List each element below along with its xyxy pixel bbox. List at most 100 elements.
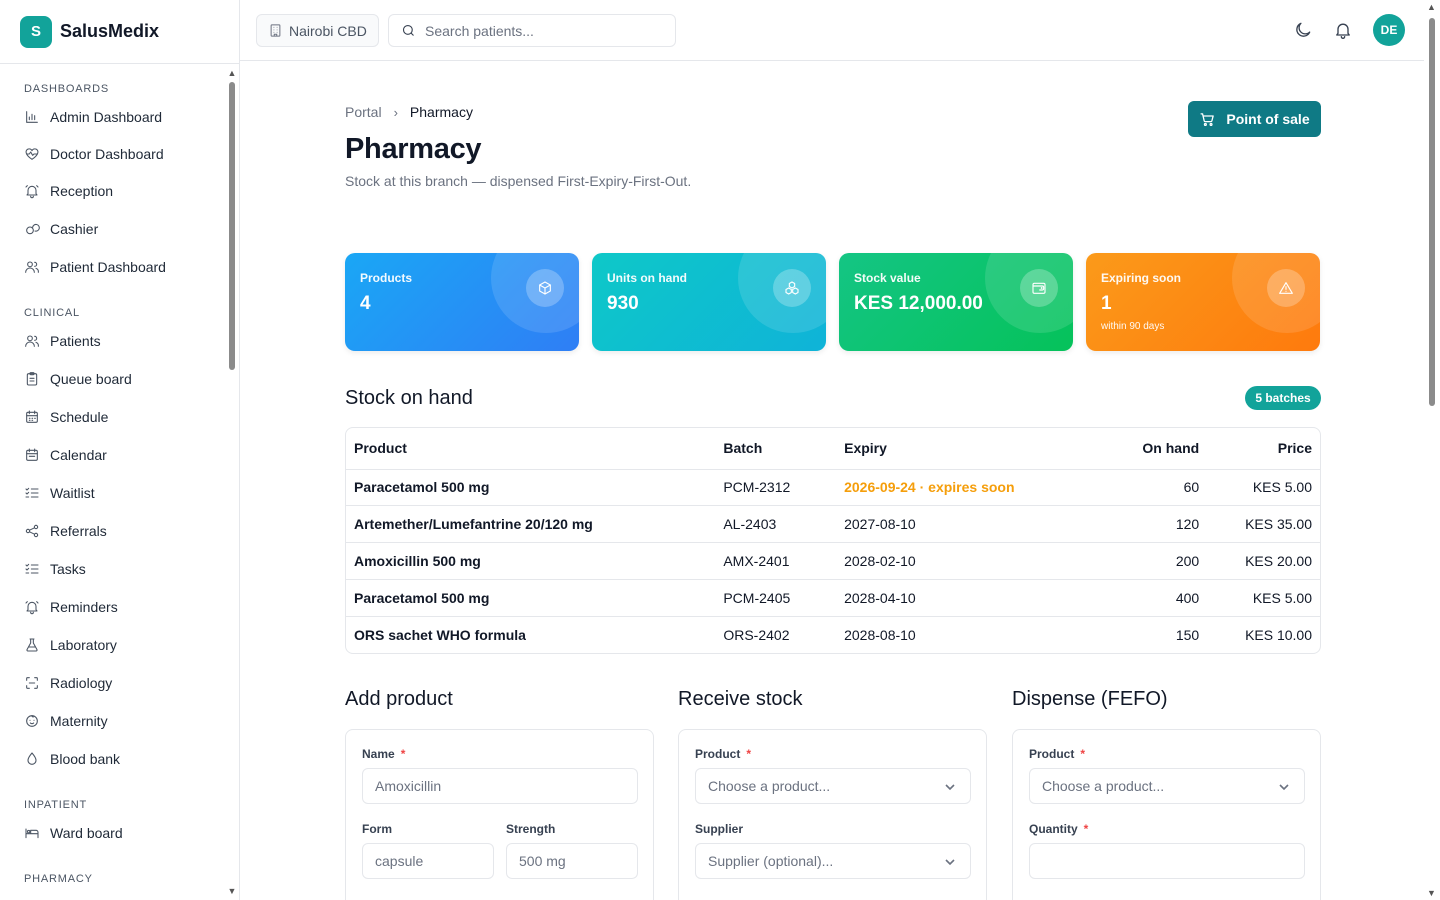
supplier-label: Supplier (695, 822, 744, 836)
brand-name: SalusMedix (60, 21, 160, 41)
cell-expiry: 2028-08-10 (844, 626, 916, 643)
sidebar-item-referrals[interactable]: Referrals (0, 512, 228, 550)
user-avatar[interactable]: DE (1373, 14, 1405, 46)
search-box[interactable] (388, 14, 676, 47)
sidebar-item-schedule[interactable]: Schedule (0, 398, 228, 436)
sidebar-item-doctor-dashboard[interactable]: Doctor Dashboard (0, 135, 228, 172)
page-scroll-thumb[interactable] (1429, 18, 1435, 406)
column-header-on-hand[interactable]: On hand (1085, 428, 1208, 470)
table-row[interactable]: Paracetamol 500 mg PCM-2405 2028-04-10 4… (346, 579, 1320, 617)
table-row[interactable]: ORS sachet WHO formula ORS-2402 2028-08-… (346, 616, 1320, 653)
sidebar-item-label: Cashier (50, 221, 99, 237)
sidebar-item-laboratory[interactable]: Laboratory (0, 626, 228, 664)
column-header-product[interactable]: Product (346, 428, 716, 470)
list-checks-icon (24, 561, 40, 577)
flask-icon (24, 637, 40, 653)
theme-toggle-moon-icon[interactable] (1293, 20, 1313, 40)
cell-price: KES 10.00 (1245, 626, 1312, 643)
column-header-batch[interactable]: Batch (715, 428, 837, 470)
sidebar-item-label: Doctor Dashboard (50, 145, 164, 162)
sidebar-item-maternity[interactable]: Maternity (0, 702, 228, 740)
sidebar-item-label: Referrals (50, 523, 107, 539)
scroll-down-arrow-icon[interactable]: ▼ (1427, 888, 1436, 898)
cell-on-hand: 60 (1085, 469, 1208, 507)
sidebar-item-admin-dashboard[interactable]: Admin Dashboard (0, 98, 228, 135)
search-input[interactable] (425, 22, 655, 39)
stat-card-stock-value: Stock value KES 12,000.00 (839, 253, 1073, 351)
page-title: Pharmacy (345, 133, 482, 165)
sidebar-item-patient-dashboard[interactable]: Patient Dashboard (0, 248, 228, 286)
scroll-up-arrow-icon[interactable]: ▲ (1427, 2, 1436, 12)
sidebar-item-label: Reception (50, 183, 114, 199)
product-form-field[interactable]: capsule (362, 843, 494, 879)
stock-table: Product Batch Expiry On hand Price Parac… (345, 427, 1321, 654)
cell-batch: AL-2403 (715, 505, 837, 544)
table-row[interactable]: Amoxicillin 500 mg AMX-2401 2028-02-10 2… (346, 542, 1320, 580)
sidebar-item-waitlist[interactable]: Waitlist (0, 474, 228, 512)
sidebar-nav: DASHBOARDS Admin Dashboard Doctor Dashbo… (0, 64, 228, 900)
receive-product-select[interactable]: Choose a product... (695, 768, 971, 804)
supplier-select[interactable]: Supplier (optional)... (695, 843, 971, 879)
sidebar-item-reminders[interactable]: Reminders (0, 588, 228, 626)
cell-batch: PCM-2405 (715, 579, 837, 617)
stock-section-title: Stock on hand (345, 387, 473, 409)
shopping-cart-icon (1200, 112, 1215, 126)
receive-product-label: Product * (695, 747, 752, 761)
cell-expiry: 2027-08-10 (836, 505, 1086, 544)
sidebar-item-blood-bank[interactable]: Blood bank (0, 740, 228, 778)
table-row[interactable]: Paracetamol 500 mg PCM-2312 2026-09-24 ·… (346, 469, 1320, 507)
stat-value: 1 (1101, 293, 1112, 314)
product-name-field[interactable]: Amoxicillin (362, 768, 638, 804)
sidebar-item-label: Ward board (50, 825, 123, 841)
sidebar-scroll-thumb[interactable] (229, 82, 235, 370)
chevron-right-icon: › (393, 104, 398, 120)
chevron-down-icon (1278, 780, 1290, 792)
share-icon (24, 523, 40, 539)
nav-section-1-title: CLINICAL (24, 307, 80, 319)
alert-triangle-icon (1267, 269, 1305, 307)
nav-section-2-title: INPATIENT (24, 799, 88, 811)
scroll-down-arrow-icon[interactable]: ▼ (227, 886, 237, 896)
sidebar-item-label: Patient Dashboard (50, 259, 166, 275)
notifications-bell-icon[interactable] (1333, 20, 1353, 40)
sidebar-item-queue-board[interactable]: Queue board (0, 360, 228, 398)
cell-price: KES 20.00 (1207, 542, 1320, 580)
point-of-sale-label: Point of sale (1226, 111, 1310, 127)
receive-product-select-value: Choose a product... (708, 778, 831, 794)
stat-label: Products (360, 271, 413, 285)
quantity-field[interactable] (1029, 843, 1305, 879)
sidebar-item-radiology[interactable]: Radiology (0, 664, 228, 702)
sidebar-item-patients[interactable]: Patients (0, 322, 228, 360)
product-strength-field[interactable]: 500 mg (506, 843, 638, 879)
page-subtitle: Stock at this branch — dispensed First-E… (345, 173, 692, 189)
dispense-title: Dispense (FEFO) (1012, 688, 1168, 710)
dispense-product-label: Product * (1029, 747, 1086, 761)
dispense-card: Product * Choose a product... Quantity * (1012, 729, 1321, 900)
brand-logo: S (20, 15, 52, 48)
baby-icon (24, 713, 40, 729)
point-of-sale-button[interactable]: Point of sale (1188, 101, 1321, 137)
droplet-icon (24, 751, 40, 767)
branch-selector[interactable]: Nairobi CBD (256, 14, 379, 47)
scroll-up-arrow-icon[interactable]: ▲ (227, 68, 237, 78)
table-header-row: Product Batch Expiry On hand Price (346, 428, 1320, 470)
sidebar-item-ward-board[interactable]: Ward board (0, 814, 228, 852)
table-row[interactable]: Artemether/Lumefantrine 20/120 mg AL-240… (346, 505, 1320, 544)
sidebar-item-label: Maternity (50, 713, 108, 729)
page-scrollbar[interactable]: ▲ ▼ (1424, 0, 1440, 900)
sidebar-scrollbar[interactable]: ▲ ▼ (227, 64, 237, 900)
breadcrumb-portal-link[interactable]: Portal (345, 104, 382, 120)
heart-pulse-icon (24, 146, 40, 162)
sidebar-item-tasks[interactable]: Tasks (0, 550, 228, 588)
breadcrumb-current: Pharmacy (409, 104, 473, 120)
brand[interactable]: S SalusMedix (0, 0, 239, 64)
sidebar-item-cashier[interactable]: Cashier (0, 210, 228, 248)
column-header-price[interactable]: Price (1207, 428, 1320, 470)
sidebar-item-reception[interactable]: Reception (0, 172, 228, 210)
sidebar-item-label: Schedule (50, 409, 109, 425)
column-header-expiry[interactable]: Expiry (836, 428, 1086, 470)
clipboard-icon (24, 371, 40, 387)
dispense-product-select[interactable]: Choose a product... (1029, 768, 1305, 804)
sidebar-item-label: Blood bank (50, 751, 121, 767)
sidebar-item-calendar[interactable]: Calendar (0, 436, 228, 474)
